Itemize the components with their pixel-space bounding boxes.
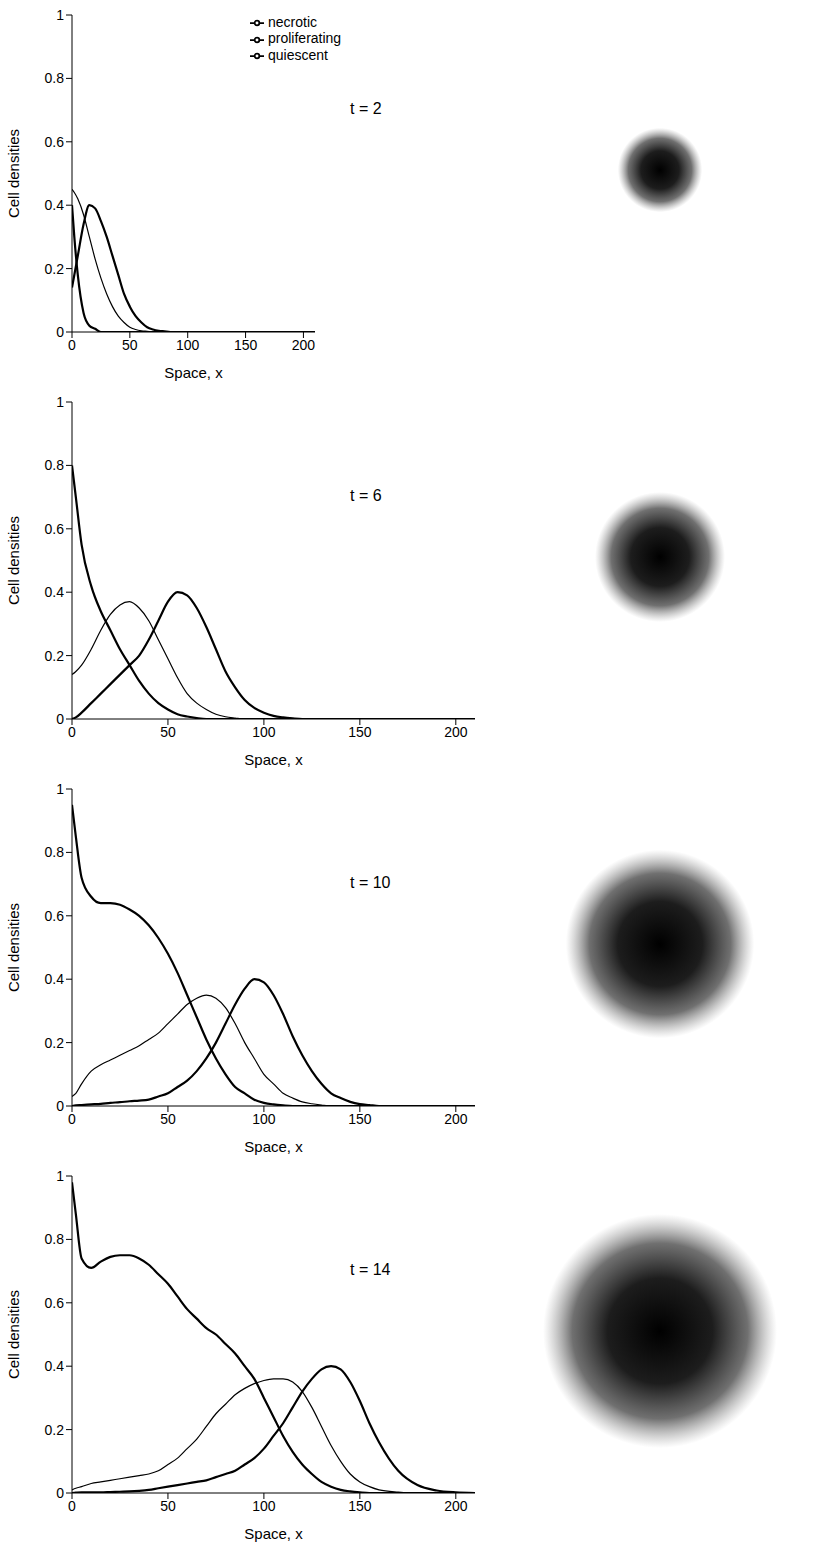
html-text:t = 10: t = 10	[350, 874, 391, 891]
svg-text:0: 0	[56, 711, 64, 727]
svg-text:100: 100	[176, 337, 200, 353]
html-text:proliferating: proliferating	[268, 30, 342, 47]
svg-text:200: 200	[444, 724, 468, 740]
svg-text:Space, x: Space, x	[244, 751, 303, 768]
svg-text:0: 0	[68, 724, 76, 740]
html-text:t = 6: t = 6	[350, 487, 382, 504]
svg-text:50: 50	[160, 1111, 176, 1127]
html-text:t = 2: t = 2	[350, 100, 382, 117]
html-text:necrotic: necrotic	[268, 14, 317, 30]
svg-text:0.2: 0.2	[45, 1035, 65, 1051]
svg-text:0.6: 0.6	[45, 134, 65, 150]
svg-text:0.2: 0.2	[45, 648, 65, 664]
svg-text:0.8: 0.8	[45, 1231, 65, 1247]
svg-text:200: 200	[444, 1111, 468, 1127]
html-text:t = 14: t = 14	[350, 1261, 391, 1278]
svg-text:50: 50	[160, 724, 176, 740]
svg-text:1: 1	[56, 7, 64, 23]
svg-text:0.6: 0.6	[45, 908, 65, 924]
svg-text:0.2: 0.2	[45, 261, 65, 277]
svg-text:200: 200	[444, 1498, 468, 1514]
svg-text:Cell densities: Cell densities	[5, 1290, 22, 1379]
svg-text:100: 100	[252, 1498, 276, 1514]
svg-text:Space, x: Space, x	[244, 1138, 303, 1155]
svg-text:0.2: 0.2	[45, 1422, 65, 1438]
svg-text:0.4: 0.4	[45, 197, 65, 213]
svg-text:150: 150	[348, 1498, 372, 1514]
svg-text:0: 0	[68, 1498, 76, 1514]
svg-text:Cell densities: Cell densities	[5, 129, 22, 218]
svg-text:0.4: 0.4	[45, 971, 65, 987]
svg-text:0.8: 0.8	[45, 844, 65, 860]
svg-text:0.8: 0.8	[45, 70, 65, 86]
html-text:quiescent: quiescent	[268, 46, 328, 63]
svg-text:1: 1	[56, 394, 64, 410]
svg-text:0: 0	[68, 337, 76, 353]
svg-text:50: 50	[160, 1498, 176, 1514]
svg-text:1: 1	[56, 781, 64, 797]
svg-text:0.6: 0.6	[45, 521, 65, 537]
svg-text:0: 0	[56, 324, 64, 340]
svg-text:100: 100	[252, 724, 276, 740]
svg-text:0.6: 0.6	[45, 1295, 65, 1311]
svg-text:0.4: 0.4	[45, 1358, 65, 1374]
svg-text:0: 0	[68, 1111, 76, 1127]
svg-text:200: 200	[292, 337, 316, 353]
svg-text:Space, x: Space, x	[244, 1525, 303, 1542]
svg-text:1: 1	[56, 1168, 64, 1184]
svg-text:50: 50	[122, 337, 138, 353]
svg-text:100: 100	[252, 1111, 276, 1127]
svg-text:Cell densities: Cell densities	[5, 516, 22, 605]
svg-text:150: 150	[348, 1111, 372, 1127]
svg-text:Space, x: Space, x	[164, 364, 223, 381]
svg-text:0: 0	[56, 1485, 64, 1501]
svg-text:Cell densities: Cell densities	[5, 903, 22, 992]
svg-text:0: 0	[56, 1098, 64, 1114]
svg-text:0.8: 0.8	[45, 457, 65, 473]
svg-text:0.4: 0.4	[45, 584, 65, 600]
svg-text:150: 150	[234, 337, 258, 353]
svg-text:150: 150	[348, 724, 372, 740]
